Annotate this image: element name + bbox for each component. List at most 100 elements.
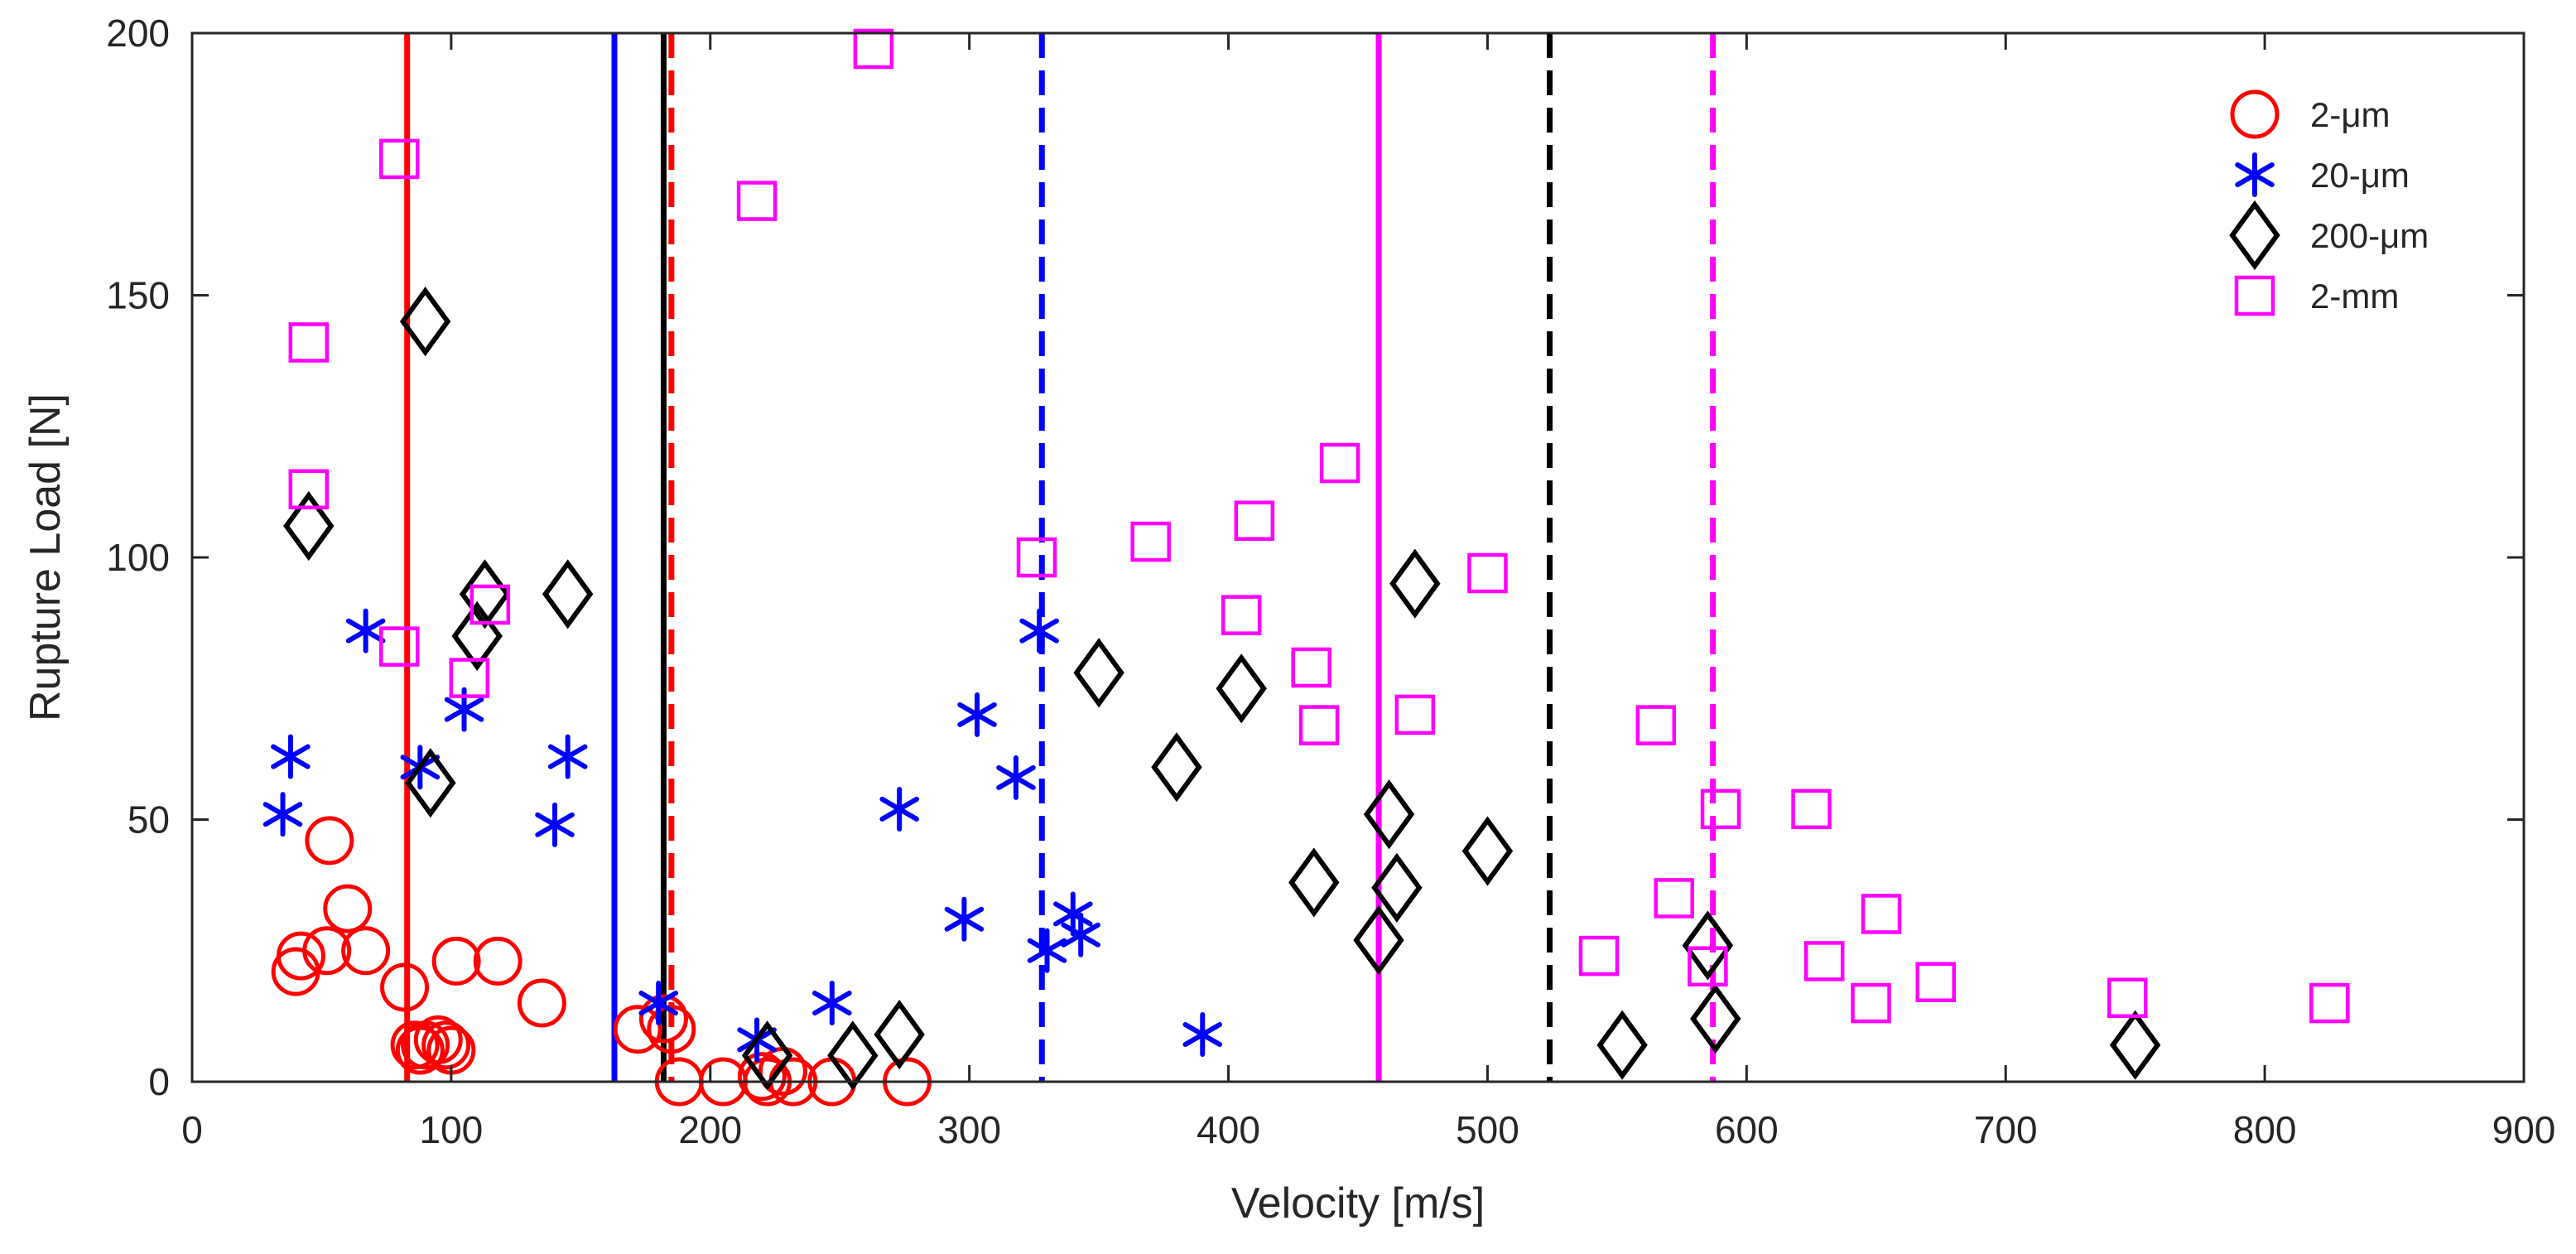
data-point	[1151, 732, 1202, 803]
plot-frame	[190, 31, 2525, 1083]
legend: 2-μm 20-μm 200-μm 2-mm	[2229, 89, 2429, 316]
x-tick-label: 900	[2492, 1108, 2556, 1151]
data-point	[1861, 894, 1902, 934]
data-point	[431, 936, 481, 986]
x-tick-label: 800	[2233, 1108, 2297, 1151]
vertical-reference-lines	[404, 33, 1717, 1082]
data-point	[1851, 982, 1891, 1024]
data-point	[1578, 935, 1620, 977]
data-point	[1635, 705, 1677, 745]
data-point	[1467, 552, 1508, 594]
data-point	[1682, 910, 1734, 981]
data-point	[996, 755, 1036, 800]
data-point	[305, 816, 354, 866]
data-point	[379, 138, 420, 180]
data-point	[1027, 928, 1067, 973]
x-tick-label: 300	[937, 1108, 1001, 1151]
data-point	[288, 469, 330, 509]
data-point	[1700, 789, 1741, 830]
legend-label: 200-μm	[2310, 216, 2429, 255]
data-point	[1298, 705, 1340, 745]
data-point	[2109, 1010, 2161, 1080]
data-point	[459, 559, 511, 629]
legend-label: 2-mm	[2310, 277, 2399, 316]
data-point	[547, 734, 588, 779]
series	[262, 608, 1223, 1063]
data-point	[2107, 977, 2148, 1018]
data-point	[647, 1005, 696, 1054]
data-point	[1461, 816, 1514, 886]
data-point	[957, 692, 997, 737]
data-point	[413, 1015, 463, 1064]
data-point	[405, 748, 456, 818]
data-point	[451, 600, 503, 672]
data-point	[517, 978, 566, 1028]
data-point	[449, 658, 490, 698]
data-point	[812, 981, 852, 1026]
data-point	[1053, 891, 1093, 937]
x-tick-label: 400	[1197, 1108, 1260, 1151]
y-axis-title: Rupture Load [N]	[22, 393, 70, 721]
data-point	[535, 802, 575, 847]
legend-marker	[2234, 275, 2275, 316]
data-point	[1234, 500, 1275, 541]
data-point	[1221, 595, 1262, 635]
data-point	[741, 1020, 793, 1091]
data-point	[262, 792, 303, 837]
y-tick-label: 0	[148, 1060, 170, 1103]
x-tick-label: 0	[181, 1108, 203, 1151]
data-point	[1216, 654, 1267, 724]
data-point	[345, 608, 386, 654]
data-point	[1363, 779, 1415, 850]
legend-label: 2-μm	[2310, 95, 2391, 134]
data-point	[1688, 946, 1728, 986]
y-tick-label: 50	[128, 798, 170, 842]
data-point	[1061, 912, 1100, 957]
y-tick-label: 150	[106, 274, 170, 317]
data-point	[853, 28, 894, 70]
legend-marker	[2230, 89, 2280, 139]
data-point	[1791, 789, 1832, 830]
data-point	[638, 994, 688, 1044]
x-axis-title: Velocity [m/s]	[1231, 1179, 1485, 1227]
data-point	[638, 981, 678, 1026]
data-point	[323, 884, 373, 933]
x-tick-label: 700	[1974, 1108, 2038, 1151]
legend-item: 200-μm	[2229, 200, 2429, 271]
data-point	[736, 181, 778, 221]
data-point	[283, 490, 335, 562]
series	[288, 28, 2350, 1024]
data-point	[1371, 852, 1423, 923]
data-point	[271, 734, 311, 779]
data-point	[2309, 982, 2350, 1024]
legend-item: 2-mm	[2234, 275, 2399, 316]
data-point	[276, 931, 325, 981]
data-point	[1654, 878, 1694, 919]
data-point	[1019, 608, 1059, 654]
data-point	[1915, 962, 1956, 1002]
data-point	[288, 322, 330, 363]
data-point	[542, 559, 594, 629]
data-point	[341, 926, 391, 976]
data-point	[1291, 647, 1331, 688]
legend-label: 20-μm	[2310, 156, 2410, 195]
data-point	[1803, 941, 1845, 981]
x-tick-label: 100	[420, 1108, 484, 1151]
legend-item: 20-μm	[2235, 152, 2410, 197]
x-tick-label: 600	[1715, 1108, 1779, 1151]
data-point	[379, 626, 420, 667]
data-point	[469, 584, 511, 625]
data-point	[390, 1020, 440, 1070]
series	[271, 816, 932, 1107]
data-point	[827, 1020, 879, 1091]
x-tick-label: 500	[1456, 1108, 1519, 1151]
data-point	[1016, 537, 1057, 578]
data-points	[262, 28, 2350, 1107]
data-point	[302, 926, 352, 976]
data-point	[1394, 694, 1436, 736]
data-point	[1182, 1012, 1223, 1058]
x-tick-label: 200	[678, 1108, 742, 1151]
data-point	[1596, 1010, 1648, 1080]
data-point	[473, 936, 522, 986]
